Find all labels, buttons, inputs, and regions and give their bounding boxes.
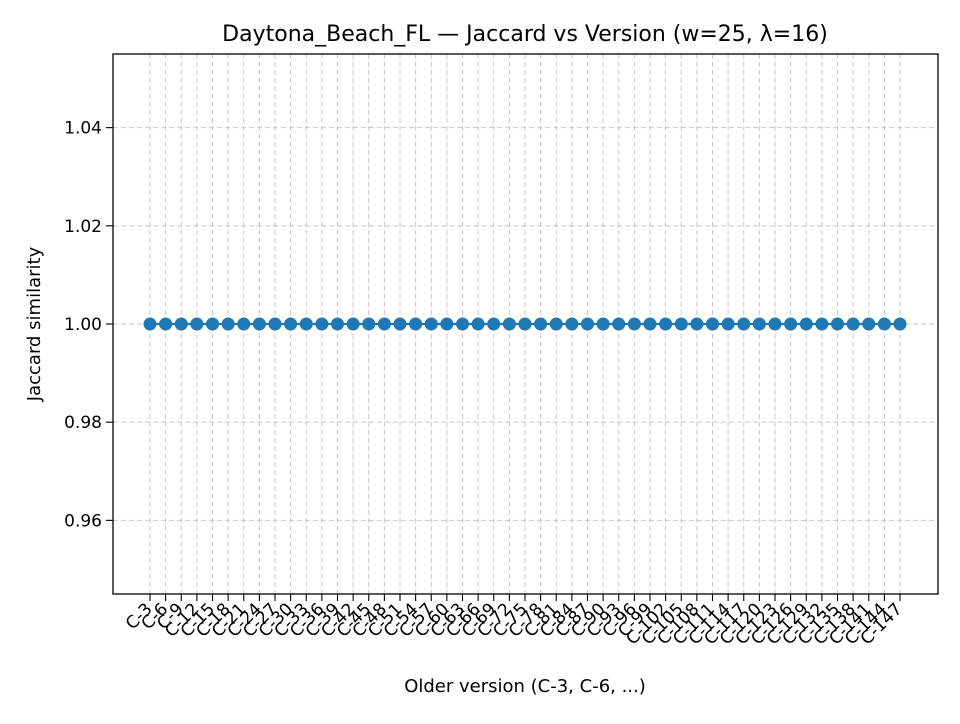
data-point xyxy=(581,317,594,331)
data-point xyxy=(846,317,860,331)
data-point xyxy=(487,317,501,331)
plot-frame xyxy=(112,53,939,595)
y-axis-label: Jaccard similarity xyxy=(24,246,45,402)
data-point xyxy=(831,317,844,331)
data-point xyxy=(299,317,313,331)
data-point xyxy=(706,317,719,331)
data-point xyxy=(221,317,235,331)
data-point xyxy=(721,317,735,331)
data-point xyxy=(893,317,907,331)
data-point xyxy=(456,317,469,331)
data-point xyxy=(190,317,204,331)
data-point xyxy=(784,317,798,331)
y-tick-label: 1.00 xyxy=(64,315,102,335)
data-point xyxy=(534,317,548,331)
data-point xyxy=(346,317,360,331)
data-point xyxy=(409,317,423,331)
data-point xyxy=(440,317,454,331)
y-tick-label: 1.02 xyxy=(64,217,102,237)
data-point xyxy=(284,317,298,331)
data-point xyxy=(393,317,407,331)
data-point xyxy=(643,317,657,331)
data-point xyxy=(737,317,751,331)
data-point xyxy=(518,317,532,331)
data-point xyxy=(362,317,376,331)
data-point xyxy=(252,317,266,331)
data-point xyxy=(862,317,876,331)
data-point xyxy=(690,317,704,331)
data-point xyxy=(206,317,219,331)
data-point xyxy=(549,317,563,331)
data-point xyxy=(627,317,641,331)
data-point xyxy=(237,317,251,331)
data-point xyxy=(377,317,391,331)
data-point xyxy=(565,317,579,331)
y-tick-label: 0.96 xyxy=(64,511,102,531)
data-point xyxy=(815,317,829,331)
data-series xyxy=(143,317,907,331)
data-point xyxy=(877,317,891,331)
data-point xyxy=(752,317,766,331)
data-point xyxy=(502,317,516,331)
data-point xyxy=(799,317,813,331)
data-point xyxy=(159,317,173,331)
data-point xyxy=(315,317,329,331)
data-point xyxy=(424,317,438,331)
data-point xyxy=(659,317,673,331)
data-point xyxy=(768,317,782,331)
data-point xyxy=(143,317,157,331)
chart-title: Daytona_Beach_FL — Jaccard vs Version (w… xyxy=(222,22,828,47)
data-point xyxy=(268,317,282,331)
data-point xyxy=(174,317,188,331)
x-axis-label: Older version (C-3, C-6, ...) xyxy=(404,676,646,697)
y-tick-label: 1.04 xyxy=(64,119,102,139)
axes: C-3C-6C-9C-12C-15C-18C-21C-24C-27C-30C-3… xyxy=(64,119,906,650)
grid-layer xyxy=(113,54,938,594)
data-point xyxy=(596,317,610,331)
data-point xyxy=(612,317,626,331)
data-point xyxy=(471,317,485,331)
y-tick-label: 0.98 xyxy=(64,413,102,433)
data-point xyxy=(674,317,688,331)
data-point xyxy=(331,317,344,331)
